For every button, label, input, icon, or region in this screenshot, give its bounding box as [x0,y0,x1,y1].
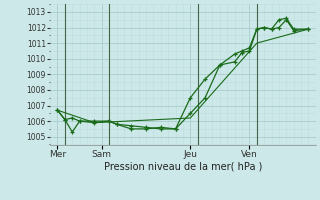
X-axis label: Pression niveau de la mer( hPa ): Pression niveau de la mer( hPa ) [104,162,262,172]
